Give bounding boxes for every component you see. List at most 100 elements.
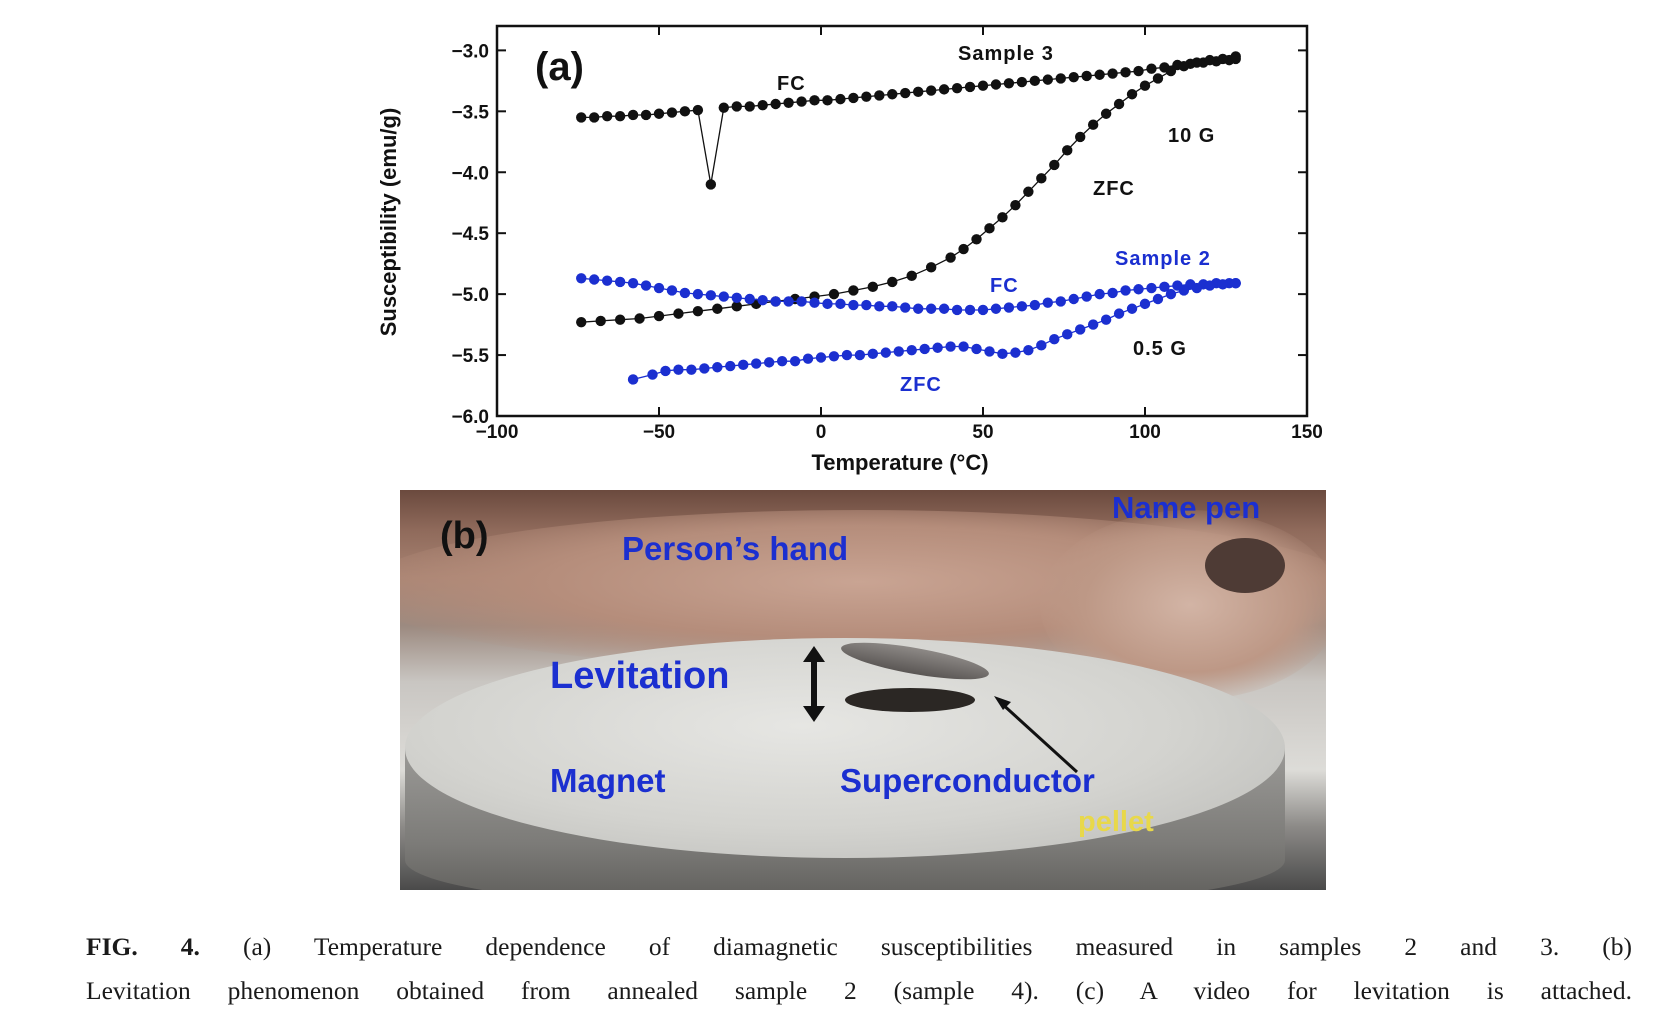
- data-point-sample2: [1152, 293, 1164, 305]
- data-point-sample2: [692, 288, 704, 300]
- data-point-sample3: [1133, 65, 1144, 77]
- data-point-sample2: [1042, 297, 1054, 308]
- data-point-sample2: [913, 303, 924, 314]
- data-point-sample2: [1062, 329, 1073, 340]
- label-magnet: Magnet: [550, 762, 666, 799]
- data-point-sample2: [1204, 280, 1216, 291]
- data-point-sample2: [751, 358, 762, 369]
- x-tick-label: 50: [972, 422, 993, 443]
- data-point-sample3: [1178, 61, 1190, 72]
- data-point-sample3: [1075, 131, 1086, 143]
- data-point-sample3: [951, 82, 963, 94]
- caption-line-2: Levitation phenomenon obtained from anne…: [86, 976, 1632, 1005]
- data-point-sample3: [887, 276, 898, 288]
- data-point-sample3: [653, 310, 665, 322]
- data-point-sample2: [1126, 303, 1138, 314]
- data-point-sample3: [1146, 63, 1157, 74]
- data-point-sample3: [867, 281, 879, 293]
- annotation-fc-sample2: FC: [990, 275, 1019, 297]
- series-line-sample3: [581, 58, 1236, 185]
- data-point-sample3: [925, 262, 937, 273]
- label-persons-hand: Person’s hand: [622, 530, 849, 567]
- data-point-sample3: [627, 109, 639, 121]
- data-point-sample3: [718, 102, 729, 113]
- data-point-sample3: [1010, 199, 1021, 211]
- data-point-sample2: [1178, 285, 1190, 296]
- data-point-sample3: [1230, 51, 1241, 62]
- data-point-sample3: [822, 95, 833, 106]
- y-tick-label: −4.5: [451, 224, 489, 245]
- levitation-photo: (b) Person’s hand Name pen Levitation Ma…: [400, 490, 1326, 890]
- data-point-sample2: [997, 348, 1008, 360]
- data-point-sample3: [1042, 74, 1054, 85]
- data-point-sample3: [673, 308, 684, 319]
- data-point-sample2: [653, 282, 665, 294]
- series-line-sample2: [581, 277, 1236, 311]
- data-point-sample3: [984, 223, 995, 234]
- x-axis-label: Temperature (°C): [811, 450, 988, 475]
- data-point-sample2: [1029, 299, 1041, 311]
- data-point-sample3: [861, 91, 872, 102]
- caption-fig-number: FIG. 4.: [86, 932, 200, 961]
- data-point-sample3: [601, 110, 613, 122]
- data-point-sample2: [1055, 296, 1066, 307]
- data-point-sample3: [692, 305, 704, 317]
- label-levitation: Levitation: [550, 655, 730, 697]
- data-point-sample3: [1191, 57, 1203, 68]
- levitation-double-arrow: [803, 646, 825, 722]
- data-point-sample2: [809, 297, 820, 308]
- x-tick-label: 100: [1129, 422, 1161, 443]
- panel-a-label: (a): [535, 45, 584, 89]
- data-point-sample2: [841, 349, 853, 361]
- data-point-sample3: [848, 285, 859, 296]
- data-point-sample2: [660, 365, 671, 377]
- data-point-sample2: [770, 296, 781, 307]
- data-point-sample2: [1139, 298, 1151, 310]
- data-point-sample3: [712, 303, 723, 314]
- data-point-sample3: [925, 85, 937, 96]
- data-point-sample2: [874, 301, 885, 312]
- data-point-sample2: [919, 343, 930, 355]
- data-point-sample2: [666, 285, 678, 296]
- data-point-sample2: [640, 280, 652, 291]
- data-point-sample3: [666, 107, 678, 118]
- annotation-fc-sample3: FC: [777, 73, 806, 95]
- data-point-sample3: [731, 301, 742, 312]
- data-point-sample2: [763, 357, 775, 368]
- data-point-sample2: [1010, 347, 1021, 358]
- data-point-sample2: [796, 296, 807, 307]
- data-point-sample2: [1113, 308, 1125, 319]
- data-point-sample2: [1036, 340, 1047, 351]
- data-point-sample2: [861, 299, 872, 311]
- data-point-sample3: [731, 101, 742, 112]
- data-point-sample2: [977, 304, 989, 316]
- data-point-sample3: [1081, 70, 1092, 82]
- susceptibility-chart: −3.0 −3.5 −4.0 −4.5 −5.0 −5.5 −6.0 −100 −50 0 50 1…: [376, 24, 1323, 475]
- data-point-sample2: [1003, 302, 1015, 313]
- data-point-sample2: [744, 293, 755, 305]
- data-point-sample3: [990, 79, 1002, 90]
- data-point-sample2: [945, 341, 956, 352]
- data-point-sample2: [906, 344, 917, 356]
- caption-line-1-text: (a) Temperature dependence of diamagneti…: [242, 932, 1632, 961]
- data-point-sample2: [789, 355, 801, 367]
- data-point-sample2: [679, 287, 691, 299]
- x-axis-ticks: −100 −50 0 50 100 150: [476, 26, 1323, 443]
- data-point-sample2: [984, 346, 995, 357]
- data-point-sample2: [647, 369, 658, 380]
- data-point-sample3: [589, 112, 600, 123]
- data-point-sample2: [1165, 288, 1177, 300]
- data-point-sample3: [964, 81, 976, 93]
- data-point-sample2: [712, 362, 723, 373]
- data-point-sample2: [822, 298, 833, 310]
- data-point-sample3: [835, 93, 846, 105]
- plot-frame: [495, 24, 1309, 418]
- figure-caption: FIG. 4. (a) Temperature dependence of di…: [86, 925, 1632, 1013]
- label-name-pen: Name pen: [1112, 490, 1261, 525]
- annotation-sample3: Sample 3: [958, 43, 1054, 65]
- data-point-sample3: [1139, 80, 1151, 91]
- data-point-sample3: [692, 104, 704, 116]
- panel-b-label: (b): [440, 515, 489, 557]
- data-point-sample2: [1094, 288, 1105, 300]
- data-point-sample2: [1023, 344, 1034, 356]
